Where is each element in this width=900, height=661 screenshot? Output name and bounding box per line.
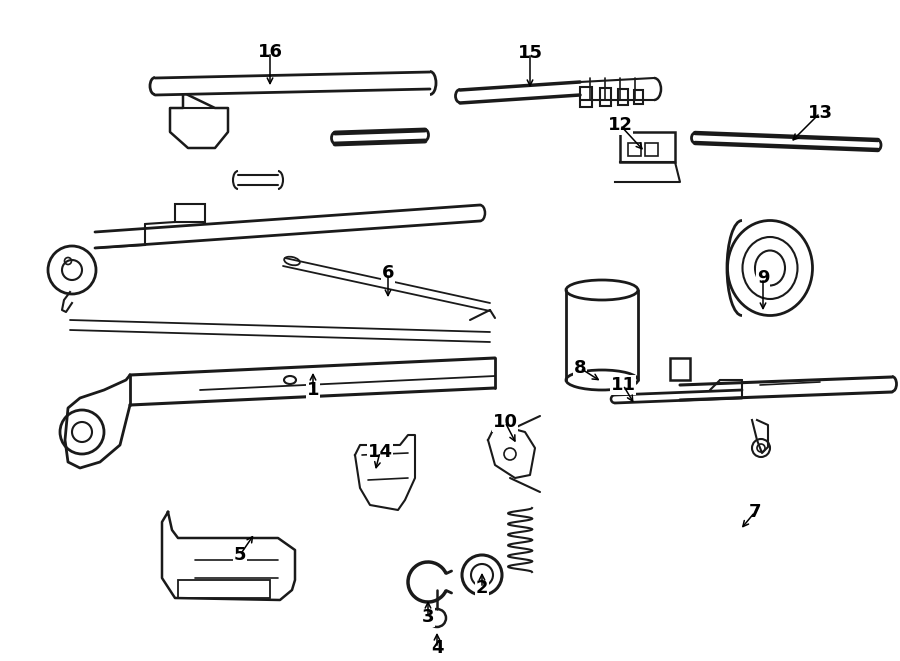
Text: 13: 13	[807, 104, 833, 122]
Text: 2: 2	[476, 579, 488, 597]
Bar	[618, 89, 628, 105]
Bar	[628, 143, 641, 156]
Bar	[645, 143, 658, 156]
Bar	[670, 358, 690, 380]
Text: 12: 12	[608, 116, 633, 134]
Bar	[580, 87, 592, 107]
Text: 16: 16	[257, 43, 283, 61]
Bar	[178, 580, 270, 598]
Text: 1: 1	[307, 381, 320, 399]
Text: 3: 3	[422, 608, 434, 626]
Text: 8: 8	[573, 359, 586, 377]
Text: 6: 6	[382, 264, 394, 282]
Bar	[620, 132, 675, 162]
Bar	[634, 90, 643, 104]
Text: 10: 10	[492, 413, 517, 431]
Bar	[175, 204, 205, 222]
Text: 14: 14	[367, 443, 392, 461]
Text: 5: 5	[234, 546, 247, 564]
Bar	[600, 88, 611, 106]
Text: 9: 9	[757, 269, 770, 287]
Text: 11: 11	[610, 376, 635, 394]
Text: 7: 7	[749, 503, 761, 521]
Text: 15: 15	[518, 44, 543, 62]
Text: 4: 4	[431, 639, 443, 657]
